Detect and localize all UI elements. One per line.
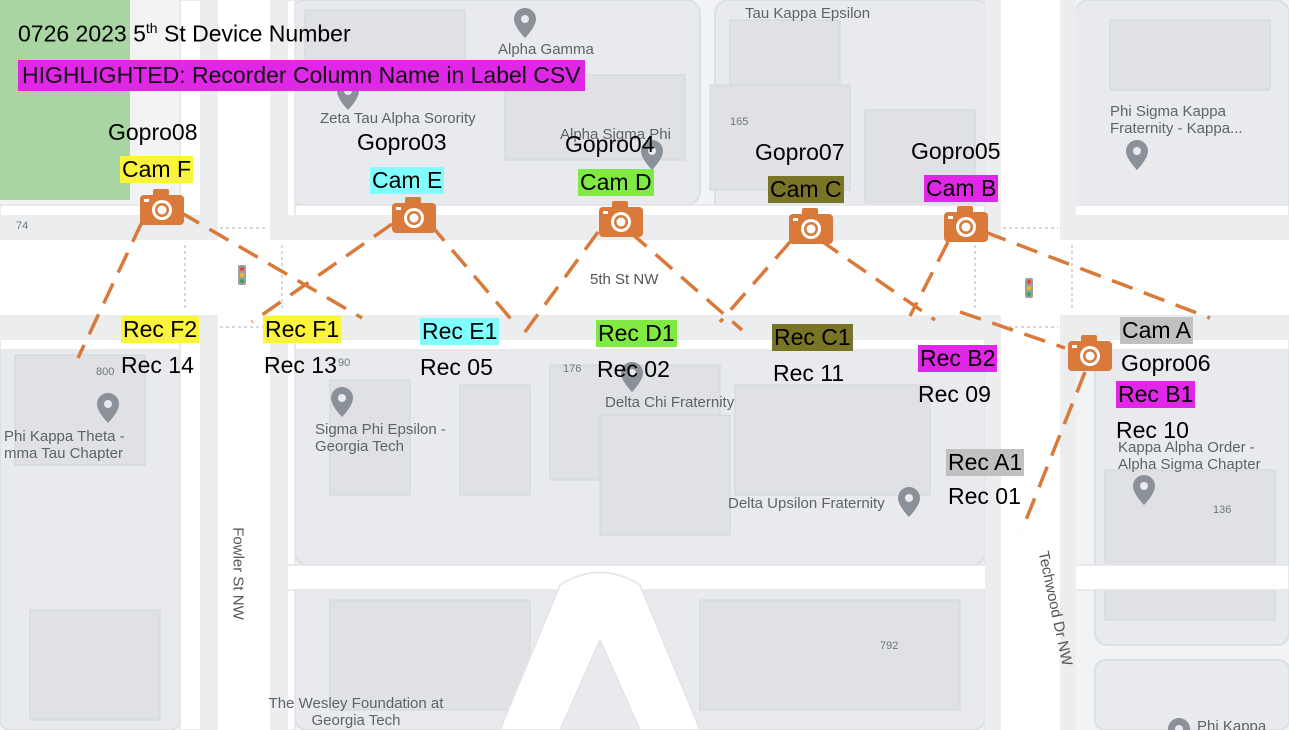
building-number: 800 — [96, 366, 115, 378]
camera-icon[interactable] — [787, 206, 835, 246]
cam-label: Cam C — [768, 176, 844, 204]
building-number: 74 — [16, 220, 29, 232]
place-pin-icon[interactable] — [1168, 718, 1190, 730]
rec-number: Rec 09 — [918, 381, 991, 407]
camera-icon[interactable] — [597, 199, 645, 239]
place-pin-icon[interactable] — [641, 140, 663, 170]
techwood-roadway — [1001, 0, 1060, 730]
traffic-light-icon — [238, 265, 246, 285]
cam-label: Cam B — [924, 175, 999, 203]
rec-number: Rec 10 — [1116, 417, 1189, 443]
rec-label: Rec B2 — [918, 345, 998, 373]
cam-label: Cam A — [1120, 317, 1194, 345]
rec-number: Rec 01 — [948, 483, 1021, 509]
gopro-label: Gopro08 — [108, 119, 198, 145]
rec-number: Rec 13 — [264, 352, 337, 378]
rec-label: Rec F1 — [263, 316, 342, 344]
poi-label[interactable]: Kappa Alpha Order - Alpha Sigma Chapter — [1118, 439, 1261, 474]
park-area — [0, 0, 130, 200]
rec-label: Rec B1 — [1116, 381, 1196, 409]
gopro-label: Gopro04 — [565, 131, 655, 157]
building-number: 136 — [1213, 504, 1232, 516]
gopro-label: Gopro03 — [357, 129, 447, 155]
rec-number: Rec 14 — [121, 352, 194, 378]
camera-icon[interactable] — [1066, 333, 1114, 373]
poi-label[interactable]: Delta Chi Fraternity — [605, 394, 735, 411]
traffic-light-icon — [1025, 278, 1033, 298]
camera-icon[interactable] — [390, 195, 438, 235]
rec-label: Rec E1 — [420, 318, 500, 346]
gopro-label: Gopro07 — [755, 139, 845, 165]
poi-label[interactable]: Delta Upsilon Fraternity — [728, 495, 885, 512]
poi-label[interactable]: The Wesley Foundation at Georgia Tech — [268, 695, 444, 730]
place-pin-icon[interactable] — [621, 362, 643, 392]
page-title: 0726 2023 5th St Device Number — [18, 20, 351, 47]
5th-st-roadway — [0, 240, 1289, 315]
poi-label[interactable]: Phi Kappa — [1197, 718, 1267, 730]
place-pin-icon[interactable] — [1133, 475, 1155, 505]
street-label-5th-st: 5th St NW — [590, 271, 659, 288]
gopro-label: Gopro05 — [911, 138, 1001, 164]
cam-label: Cam E — [370, 167, 445, 195]
rec-label: Rec F2 — [121, 316, 200, 344]
building-number: 792 — [880, 640, 899, 652]
fowler-roadway — [218, 0, 270, 730]
rec-label: Rec A1 — [946, 449, 1025, 477]
camera-icon[interactable] — [942, 204, 990, 244]
rec-label: Rec C1 — [772, 324, 853, 352]
place-pin-icon[interactable] — [97, 393, 119, 423]
street-label-fowler: Fowler St NW — [229, 527, 247, 620]
place-pin-icon[interactable] — [1126, 140, 1148, 170]
poi-label[interactable]: Phi Sigma Kappa Fraternity - Kappa... — [1110, 103, 1243, 138]
rec-number: Rec 02 — [597, 356, 670, 382]
place-pin-icon[interactable] — [331, 387, 353, 417]
crosswalks — [184, 227, 1073, 328]
rec-number: Rec 05 — [420, 354, 493, 380]
coverage-lines — [76, 210, 1211, 531]
building-number: 165 — [730, 116, 749, 128]
rec-label: Rec D1 — [596, 320, 677, 348]
place-pin-icon[interactable] — [898, 487, 920, 517]
poi-label[interactable]: Zeta Tau Alpha Sorority — [320, 110, 476, 127]
highlight-note-banner: HIGHLIGHTED: Recorder Column Name in Lab… — [18, 60, 585, 91]
poi-label[interactable]: Sigma Phi Epsilon - Georgia Tech — [315, 421, 446, 456]
poi-label[interactable]: Phi Kappa Theta - mma Tau Chapter — [4, 428, 125, 463]
building-number: 176 — [563, 363, 582, 375]
poi-label[interactable]: Tau Kappa Epsilon — [745, 5, 871, 22]
place-pin-icon[interactable] — [514, 8, 536, 38]
gopro-label: Gopro06 — [1121, 350, 1211, 376]
poi-label[interactable]: Alpha Sigma Phi — [560, 126, 671, 143]
camera-icon[interactable] — [138, 187, 186, 227]
rec-number: Rec 11 — [773, 360, 845, 386]
building-number: 90 — [338, 357, 351, 369]
poi-label[interactable]: Alpha Gamma — [498, 41, 594, 58]
cam-label: Cam D — [578, 169, 654, 197]
cam-label: Cam F — [120, 156, 193, 184]
